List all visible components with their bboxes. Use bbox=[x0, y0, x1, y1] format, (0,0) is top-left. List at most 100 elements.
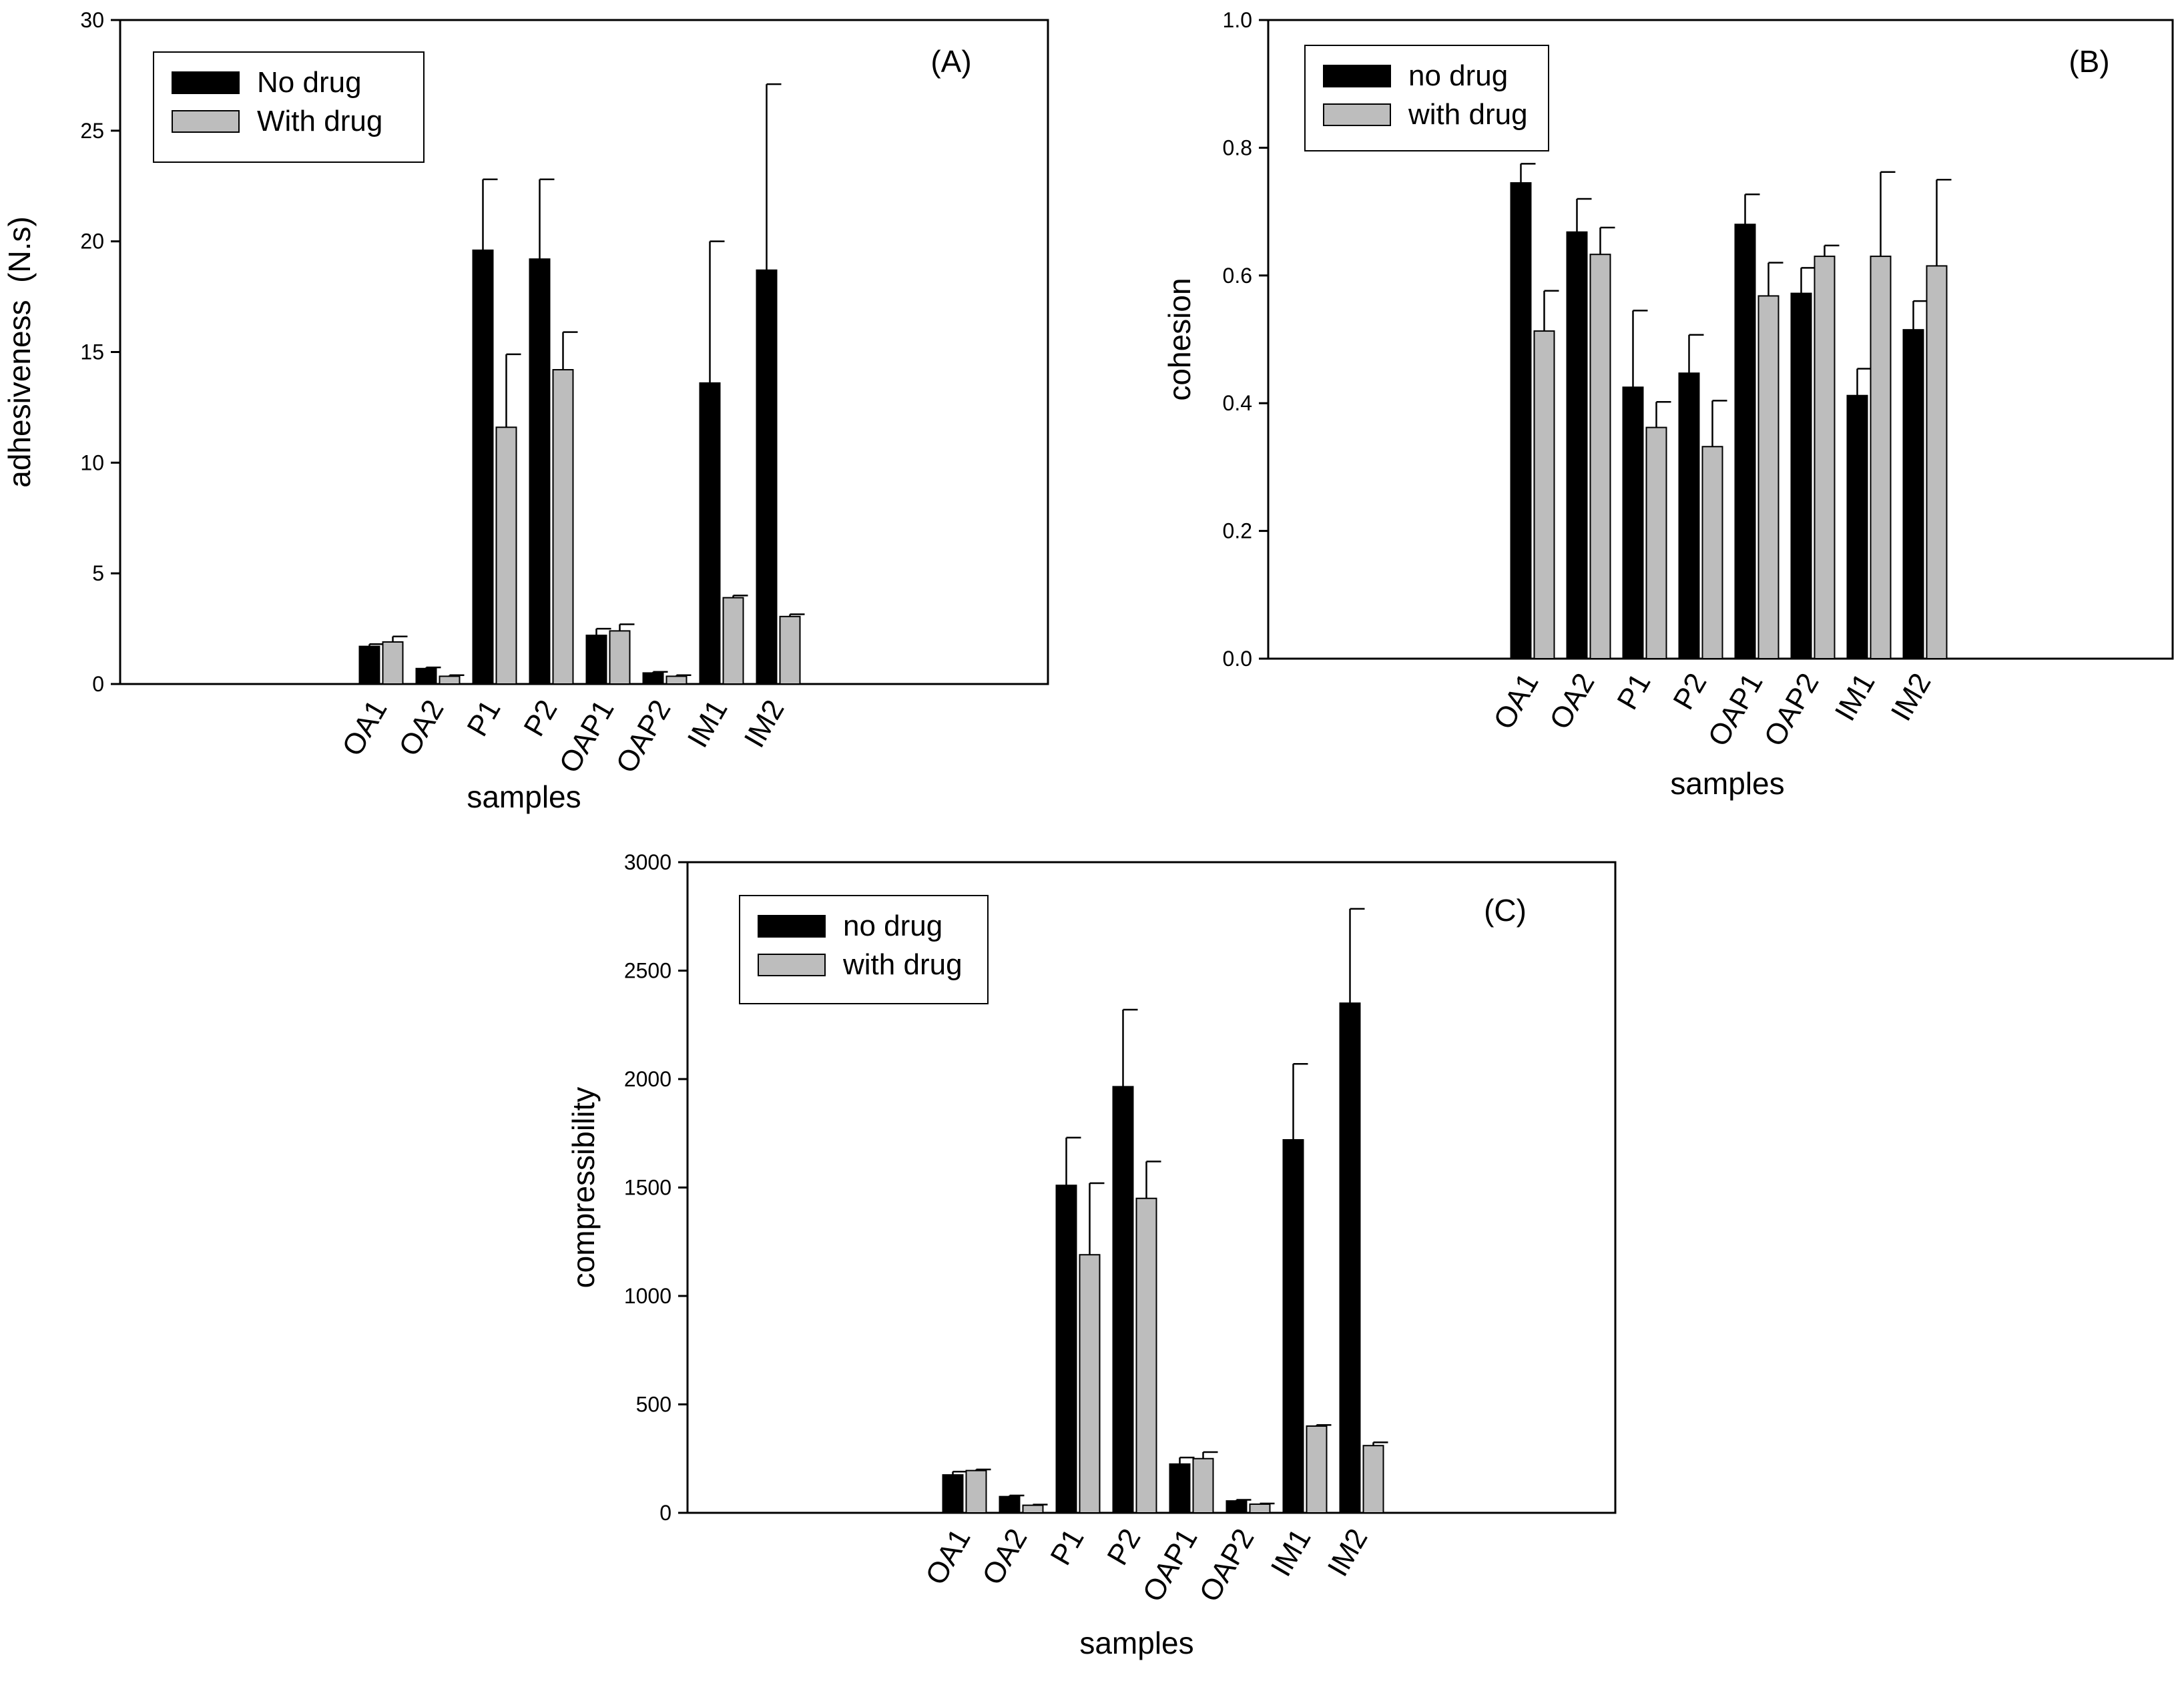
bar-with-drug-im1 bbox=[1870, 256, 1892, 659]
legend-swatch-no-drug bbox=[1323, 65, 1391, 87]
y-tick-label: 0 bbox=[659, 1501, 671, 1525]
bar-no-drug-p2 bbox=[529, 258, 551, 685]
y-tick-label: 0 bbox=[92, 672, 104, 696]
legend-label: No drug bbox=[257, 66, 362, 99]
category-label: IM2 bbox=[1322, 1524, 1374, 1582]
y-tick-label: 500 bbox=[636, 1393, 671, 1417]
category-label: P2 bbox=[1667, 668, 1713, 715]
legend-swatch-with-drug bbox=[1323, 103, 1391, 126]
category-label: OA1 bbox=[336, 695, 393, 762]
category-label: OA2 bbox=[1543, 668, 1601, 735]
y-tick-label: 3000 bbox=[624, 850, 671, 874]
bar-no-drug-p1 bbox=[1055, 1185, 1077, 1514]
bar-with-drug-oa1 bbox=[1533, 330, 1555, 659]
category-label: OAP2 bbox=[1758, 668, 1826, 752]
category-label: P2 bbox=[1101, 1524, 1147, 1571]
legend-swatch-no-drug bbox=[758, 915, 826, 938]
y-tick-label: 10 bbox=[80, 450, 104, 474]
bar-no-drug-im1 bbox=[699, 382, 721, 685]
y-axis-title: adhesiveness (N.s) bbox=[2, 216, 37, 488]
bar-no-drug-oa2 bbox=[415, 667, 437, 685]
bar-no-drug-p2 bbox=[1112, 1086, 1134, 1514]
bar-with-drug-p1 bbox=[1079, 1254, 1101, 1514]
bar-with-drug-oa1 bbox=[382, 641, 404, 685]
category-label: IM1 bbox=[1829, 668, 1882, 727]
y-tick-label: 15 bbox=[80, 340, 104, 364]
bar-no-drug-im1 bbox=[1846, 394, 1868, 659]
category-label: P1 bbox=[461, 695, 507, 742]
y-axis-title: cohesion bbox=[1162, 278, 1197, 400]
category-label: IM2 bbox=[1885, 668, 1938, 727]
bar-with-drug-oap2 bbox=[1249, 1503, 1271, 1514]
bar-no-drug-oa1 bbox=[358, 645, 380, 685]
bar-with-drug-p2 bbox=[552, 369, 574, 685]
bar-no-drug-oap2 bbox=[1225, 1500, 1248, 1514]
legend: no drug with drug bbox=[739, 895, 989, 1004]
bar-with-drug-im2 bbox=[1926, 265, 1948, 659]
bar-no-drug-p1 bbox=[1622, 386, 1644, 660]
category-label: OA2 bbox=[976, 1524, 1033, 1591]
bar-with-drug-oap1 bbox=[609, 630, 631, 685]
bar-with-drug-p2 bbox=[1701, 446, 1723, 659]
legend-box bbox=[153, 51, 425, 163]
bar-no-drug-p2 bbox=[1678, 372, 1700, 659]
y-tick-label: 5 bbox=[92, 561, 104, 585]
legend-label: with drug bbox=[1408, 98, 1528, 131]
y-tick-label: 0.8 bbox=[1223, 135, 1252, 159]
bar-no-drug-oap2 bbox=[1790, 292, 1812, 659]
y-tick-label: 0.2 bbox=[1223, 519, 1252, 543]
legend-box bbox=[1304, 45, 1549, 151]
x-axis-title: samples bbox=[1670, 766, 1784, 801]
legend-swatch-with-drug bbox=[758, 954, 826, 976]
bar-no-drug-im2 bbox=[756, 269, 778, 685]
category-label: P2 bbox=[517, 695, 563, 742]
x-axis-title: samples bbox=[467, 779, 581, 814]
category-label: P1 bbox=[1044, 1524, 1090, 1571]
category-label: OAP1 bbox=[553, 695, 621, 779]
category-label: IM1 bbox=[1265, 1524, 1318, 1582]
x-axis-title: samples bbox=[1079, 1626, 1193, 1660]
category-label: OAP2 bbox=[610, 695, 677, 779]
bar-no-drug-oa1 bbox=[942, 1474, 964, 1514]
y-tick-label: 1500 bbox=[624, 1176, 671, 1200]
panel-tag: (A) bbox=[930, 44, 971, 79]
bar-no-drug-oa2 bbox=[1566, 231, 1588, 659]
bar-no-drug-im1 bbox=[1282, 1139, 1304, 1514]
bar-no-drug-oap1 bbox=[585, 635, 607, 685]
bar-with-drug-oap1 bbox=[1757, 295, 1780, 659]
legend-label: no drug bbox=[1408, 59, 1508, 92]
panel-tag: (C) bbox=[1484, 893, 1527, 928]
y-tick-label: 20 bbox=[80, 230, 104, 254]
y-tick-label: 2500 bbox=[624, 959, 671, 983]
bar-with-drug-oap1 bbox=[1192, 1457, 1214, 1514]
category-label: IM1 bbox=[681, 695, 734, 753]
bar-with-drug-oap2 bbox=[665, 675, 688, 685]
bar-with-drug-im1 bbox=[722, 597, 744, 685]
bar-no-drug-oap1 bbox=[1169, 1463, 1191, 1514]
legend-label: with drug bbox=[842, 948, 963, 981]
category-label: OA2 bbox=[392, 695, 450, 762]
y-tick-label: 0.0 bbox=[1223, 647, 1252, 671]
bar-no-drug-p1 bbox=[472, 249, 494, 685]
legend-box bbox=[739, 895, 989, 1004]
category-label: OA1 bbox=[919, 1524, 977, 1591]
category-label: OA1 bbox=[1487, 668, 1545, 735]
legend-label: no drug bbox=[843, 910, 942, 942]
legend-swatch-no-drug bbox=[172, 71, 240, 94]
y-tick-label: 25 bbox=[80, 119, 104, 143]
y-tick-label: 30 bbox=[80, 8, 104, 32]
panel-tag: (B) bbox=[2069, 44, 2109, 79]
bar-with-drug-oa2 bbox=[439, 675, 461, 685]
bar-no-drug-im2 bbox=[1902, 329, 1924, 659]
bar-no-drug-oap2 bbox=[642, 672, 664, 685]
bar-with-drug-p1 bbox=[1645, 426, 1667, 659]
bar-with-drug-oa1 bbox=[965, 1469, 987, 1514]
bar-with-drug-p2 bbox=[1135, 1197, 1157, 1514]
category-label: IM2 bbox=[738, 695, 791, 753]
category-label: OAP2 bbox=[1193, 1524, 1261, 1608]
bar-with-drug-im2 bbox=[1362, 1445, 1384, 1514]
legend: No drug With drug bbox=[153, 51, 425, 163]
